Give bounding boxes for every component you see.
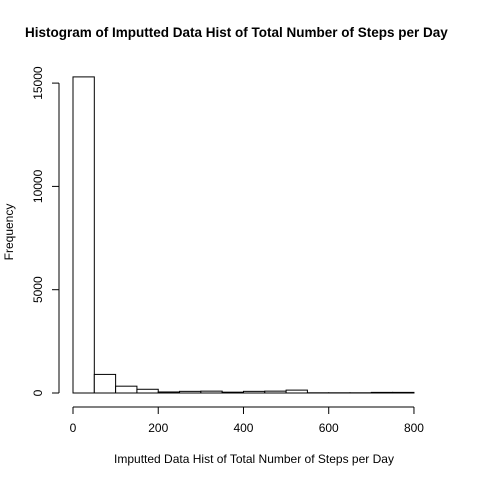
histogram-bar xyxy=(179,390,202,394)
y-tick-label: 5000 xyxy=(31,276,45,303)
y-tick-label: 15000 xyxy=(31,66,45,100)
histogram-bar xyxy=(136,388,159,394)
histogram-bar xyxy=(392,391,415,394)
histogram-bar xyxy=(242,390,266,394)
x-tick-label: 400 xyxy=(233,421,253,435)
histogram-bar xyxy=(370,391,394,394)
x-tick-label: 0 xyxy=(70,421,77,435)
histogram-bar xyxy=(115,385,138,394)
x-tick-label: 800 xyxy=(404,421,424,435)
histogram-bar xyxy=(264,390,287,394)
histogram-bar xyxy=(200,390,223,394)
bars-group xyxy=(72,76,415,394)
histogram-bar xyxy=(157,391,181,394)
y-ticks-group: 0 5000 10000 15000 xyxy=(31,66,59,396)
chart-title: Histogram of Imputted Data Hist of Total… xyxy=(25,25,448,40)
y-tick-label: 0 xyxy=(31,389,45,396)
histogram-bar xyxy=(93,373,117,394)
histogram-bar xyxy=(72,76,95,394)
y-axis-label: Frequency xyxy=(2,204,16,261)
x-tick-label: 200 xyxy=(148,421,168,435)
histogram-bar xyxy=(285,389,308,394)
x-ticks-group: 0 200 400 600 800 xyxy=(70,407,424,435)
y-tick-label: 10000 xyxy=(31,169,45,203)
histogram-bar xyxy=(221,391,244,394)
x-axis-label: Imputted Data Hist of Total Number of St… xyxy=(114,452,394,466)
x-tick-label: 600 xyxy=(319,421,339,435)
